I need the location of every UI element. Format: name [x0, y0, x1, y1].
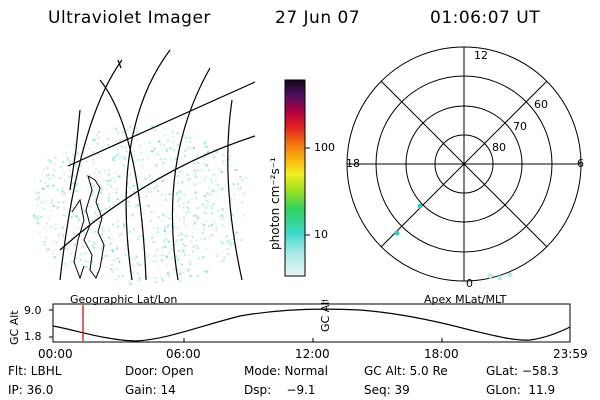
- instrument-title: Ultraviolet Imager: [48, 8, 211, 28]
- seq-field: Seq: 39: [364, 383, 410, 397]
- meridian-line: [125, 49, 171, 281]
- coastline: [71, 198, 85, 280]
- alt-tick-1-8: 1.8: [24, 330, 42, 343]
- latitude-line: [67, 81, 256, 167]
- apex-label: Apex MLat/MLT: [424, 293, 507, 306]
- color-gradient: [284, 79, 306, 277]
- polar-plot: [346, 46, 582, 282]
- emission-patches: [394, 203, 513, 281]
- time-label-0000: 00:00: [38, 347, 73, 361]
- coastline: [83, 174, 105, 280]
- dsp-field: Dsp: −9.1: [244, 383, 316, 397]
- mlt-label-18: 18: [346, 157, 360, 170]
- meridian-line: [171, 67, 211, 281]
- mode-field: Mode: Normal: [244, 364, 328, 378]
- colorbar-unit-label: photon cm⁻²s⁻¹: [268, 157, 282, 250]
- time-label: 01:06:07 UT: [430, 8, 541, 28]
- polar-diagonal: [380, 80, 548, 248]
- geographic-map: [33, 49, 256, 286]
- emission-cloud: [33, 125, 247, 286]
- filter-field: Flt: LBHL: [8, 364, 62, 378]
- mlat-label-70: 70: [513, 120, 527, 133]
- coastline: [69, 59, 122, 191]
- mlt-label-0: 0: [466, 277, 473, 290]
- date-label: 27 Jun 07: [275, 8, 361, 28]
- altitude-plot: GC Alt: [49, 300, 571, 343]
- time-label-2359: 23:59: [553, 347, 588, 361]
- mlt-label-6: 6: [577, 157, 584, 170]
- glon-field: GLon: 11.9: [486, 383, 556, 397]
- geographic-label: Geographic Lat/Lon: [70, 293, 178, 306]
- mlt-label-12: 12: [474, 49, 488, 62]
- meridian-line: [59, 59, 123, 281]
- color-scale: [284, 79, 310, 277]
- colorbar-tick-100: 100: [314, 141, 335, 154]
- glat-field: GLat: −58.3: [486, 364, 559, 378]
- altitude-frame: [52, 303, 571, 343]
- time-label-0600: 06:00: [166, 347, 201, 361]
- mlat-label-80: 80: [492, 141, 506, 154]
- gc-alt-field: GC Alt: 5.0 Re: [364, 364, 448, 378]
- mlat-label-60: 60: [534, 98, 548, 111]
- gc-alt-axis-label: GC Alt: [8, 310, 21, 345]
- gc-alt-ylabel: GC Alt: [319, 300, 332, 332]
- alt-tick-9: 9.0: [24, 304, 42, 317]
- latitude-line: [59, 135, 256, 251]
- meridian-line: [99, 79, 147, 281]
- meridian-line: [227, 99, 243, 281]
- time-label-1800: 18:00: [424, 347, 459, 361]
- ip-field: IP: 36.0: [8, 383, 54, 397]
- colorbar-tick-10: 10: [314, 228, 328, 241]
- time-label-1200: 12:00: [295, 347, 330, 361]
- map-grid: [59, 49, 256, 281]
- gain-field: Gain: 14: [125, 383, 176, 397]
- altitude-curve: [52, 308, 571, 342]
- door-field: Door: Open: [125, 364, 194, 378]
